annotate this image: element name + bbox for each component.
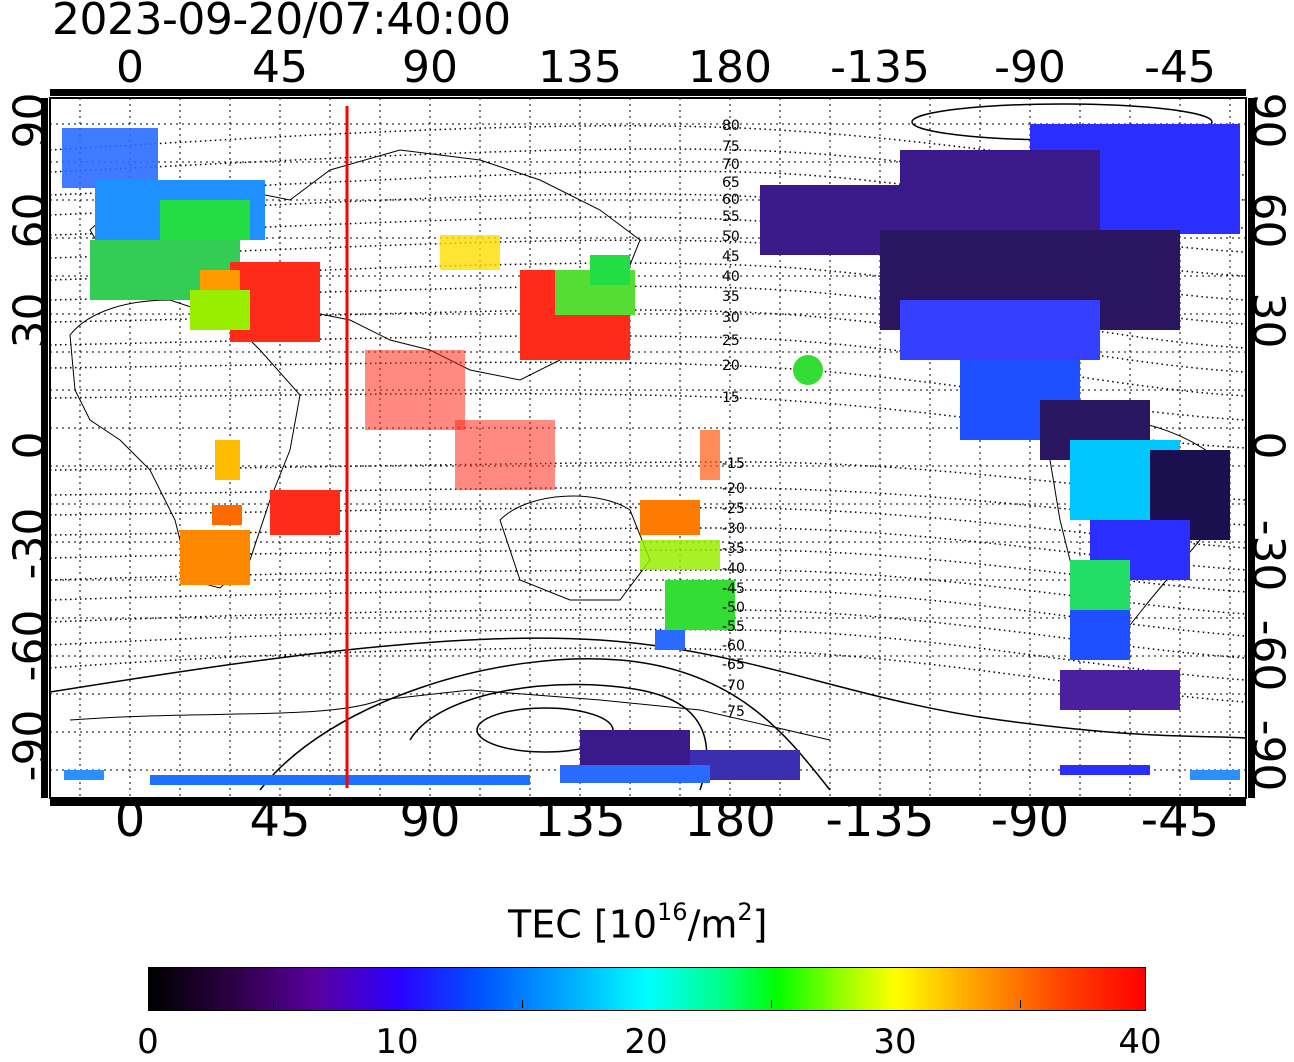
- colorbar-minor-tick: [1020, 1000, 1021, 1008]
- contour-label: 65: [722, 175, 740, 191]
- contour-label: -65: [722, 657, 745, 673]
- contour-label: 20: [722, 358, 740, 374]
- top-border-bar: [50, 89, 1246, 96]
- contour-label: 15: [722, 390, 740, 406]
- lon-tick-top: -90: [994, 42, 1066, 93]
- lon-tick-top: -45: [1144, 42, 1216, 93]
- lon-tick-top: 135: [538, 42, 622, 93]
- contour-label: 80: [722, 118, 740, 134]
- contour-label: -45: [722, 581, 745, 597]
- lon-tick-top: 0: [116, 42, 144, 93]
- contour-label: 75: [722, 139, 740, 155]
- contour-label: -15: [722, 456, 745, 472]
- contour-label: -20: [722, 481, 745, 497]
- tec-map: 80 75 70 65 60 55 50 45 40 35 30 25 20 1…: [41, 89, 1255, 806]
- contour-label: -60: [722, 638, 745, 654]
- lon-tick-top: 180: [688, 42, 772, 93]
- contour-label: 70: [722, 157, 740, 173]
- contour-label: 60: [722, 192, 740, 208]
- right-border-bar: [1248, 98, 1255, 798]
- contour-label-group: 80 75 70 65 60 55 50 45 40 35 30 25 20 1…: [722, 118, 745, 720]
- colorbar-tick: 0: [137, 1022, 159, 1062]
- tec-data: [62, 124, 1240, 785]
- bottom-border-bar: [50, 799, 1246, 806]
- colorbar-tick: 20: [624, 1022, 668, 1062]
- contour-label: -35: [722, 541, 745, 557]
- contour-label: 55: [722, 209, 740, 225]
- contour-label: -25: [722, 501, 745, 517]
- timestamp-title: 2023-09-20/07:40:00: [52, 0, 511, 45]
- lon-tick-top: 45: [252, 42, 308, 93]
- contour-label: -55: [722, 619, 745, 635]
- contour-label: -75: [722, 704, 745, 720]
- pole-contours: [49, 103, 1247, 791]
- colorbar-minor-tick: [522, 1000, 523, 1008]
- colorbar-tick: 40: [1118, 1022, 1162, 1062]
- contour-label: 40: [722, 269, 740, 285]
- colorbar-title: TEC [1016/m2]: [508, 898, 768, 947]
- contour-label: 45: [722, 249, 740, 265]
- colorbar-tick: 10: [375, 1022, 419, 1062]
- contour-label: 35: [722, 289, 740, 305]
- colorbar-tick: 30: [873, 1022, 917, 1062]
- contour-label: 30: [722, 310, 740, 326]
- lon-tick-top: 90: [402, 42, 458, 93]
- contour-label: -50: [722, 600, 745, 616]
- colorbar: [148, 967, 1146, 1011]
- left-border-bar: [41, 98, 48, 798]
- contour-label: -30: [722, 521, 745, 537]
- contour-label: 25: [722, 333, 740, 349]
- colorbar-minor-tick: [771, 1000, 772, 1008]
- contour-label: -40: [722, 561, 745, 577]
- contour-label: -70: [722, 678, 745, 694]
- contour-label: 50: [722, 229, 740, 245]
- lon-tick-top: -135: [830, 42, 930, 93]
- colorbar-minor-tick: [273, 1000, 274, 1008]
